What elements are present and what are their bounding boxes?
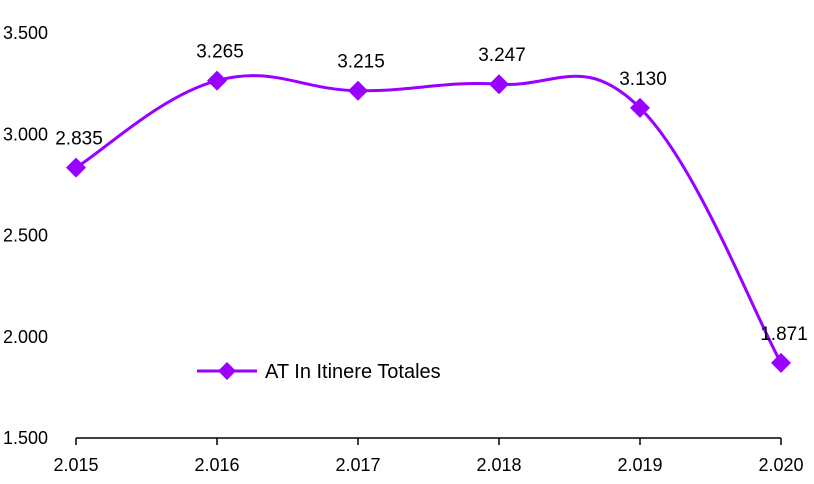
x-axis-tick-labels: 2.015 2.016 2.017 2.018 2.019 2.020	[53, 455, 803, 475]
y-tick-label: 1.500	[3, 428, 48, 448]
data-label: 3.247	[478, 45, 526, 66]
legend: AT In Itinere Totales	[197, 361, 441, 383]
series-markers	[66, 70, 791, 373]
data-point-marker	[348, 80, 368, 101]
x-tick-label: 2.017	[335, 455, 380, 475]
y-axis-tick-labels: 1.500 2.000 2.500 3.000 3.500	[3, 23, 48, 448]
x-tick-label: 2.015	[53, 455, 98, 475]
legend-label: AT In Itinere Totales	[265, 361, 441, 383]
x-tick-label: 2.016	[194, 455, 239, 475]
data-label: 3.265	[196, 42, 244, 63]
data-labels: 2.835 3.265 3.215 3.247 3.130 1.871	[55, 42, 808, 345]
x-tick-label: 2.018	[476, 455, 521, 475]
x-tick-label: 2.020	[758, 455, 803, 475]
y-tick-label: 2.500	[3, 226, 48, 246]
series-line	[75, 74, 783, 364]
data-label: 3.215	[337, 52, 385, 73]
y-tick-label: 3.000	[3, 124, 48, 144]
data-label: 3.130	[619, 69, 667, 90]
data-label: 2.835	[55, 129, 103, 150]
x-tick-label: 2.019	[617, 455, 662, 475]
y-tick-label: 2.000	[3, 327, 48, 347]
data-point-marker	[771, 352, 791, 373]
data-point-marker	[207, 70, 227, 91]
legend-marker-icon	[218, 362, 236, 380]
data-point-marker	[630, 97, 650, 118]
y-tick-label: 3.500	[3, 23, 48, 43]
data-label: 1.871	[760, 324, 808, 345]
x-axis-ticks	[75, 438, 782, 445]
data-point-marker	[489, 74, 509, 95]
data-point-marker	[66, 157, 86, 178]
